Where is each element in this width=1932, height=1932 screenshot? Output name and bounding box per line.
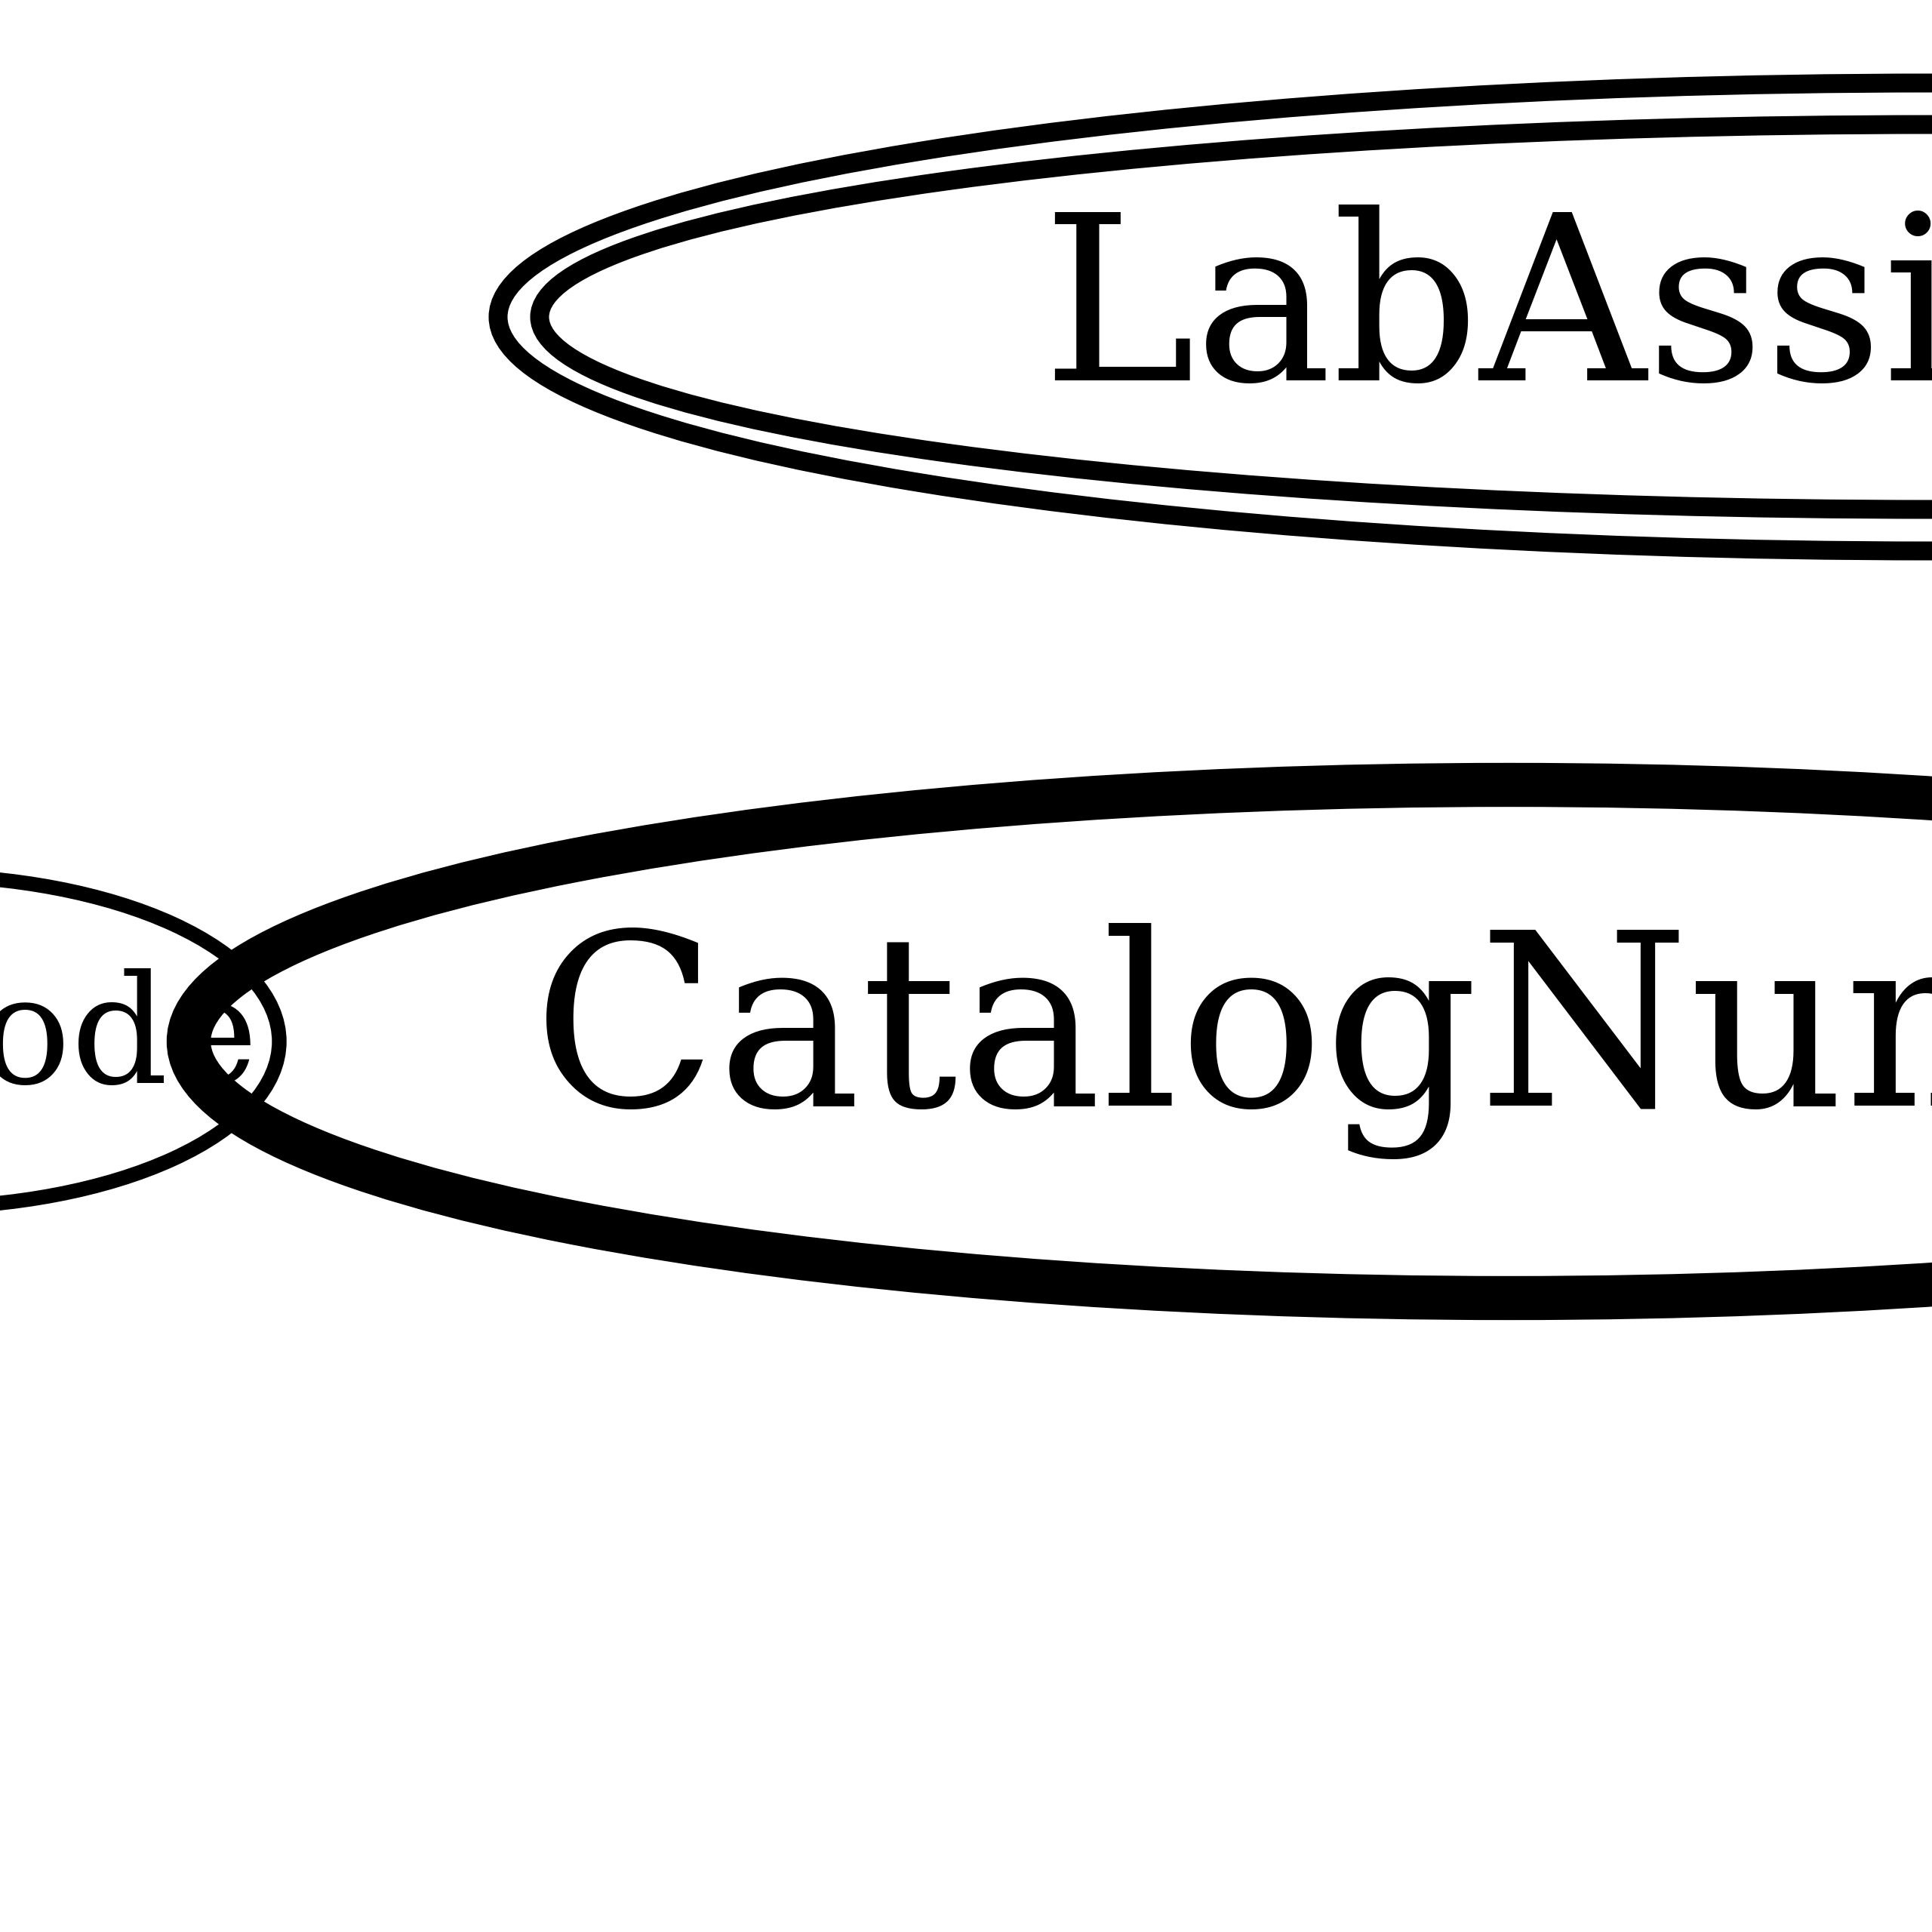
Text: LabAssistantID: LabAssistantID <box>1041 205 1932 429</box>
Text: LabCode: LabCode <box>0 968 259 1115</box>
Text: CatalogNumber: CatalogNumber <box>533 923 1932 1159</box>
